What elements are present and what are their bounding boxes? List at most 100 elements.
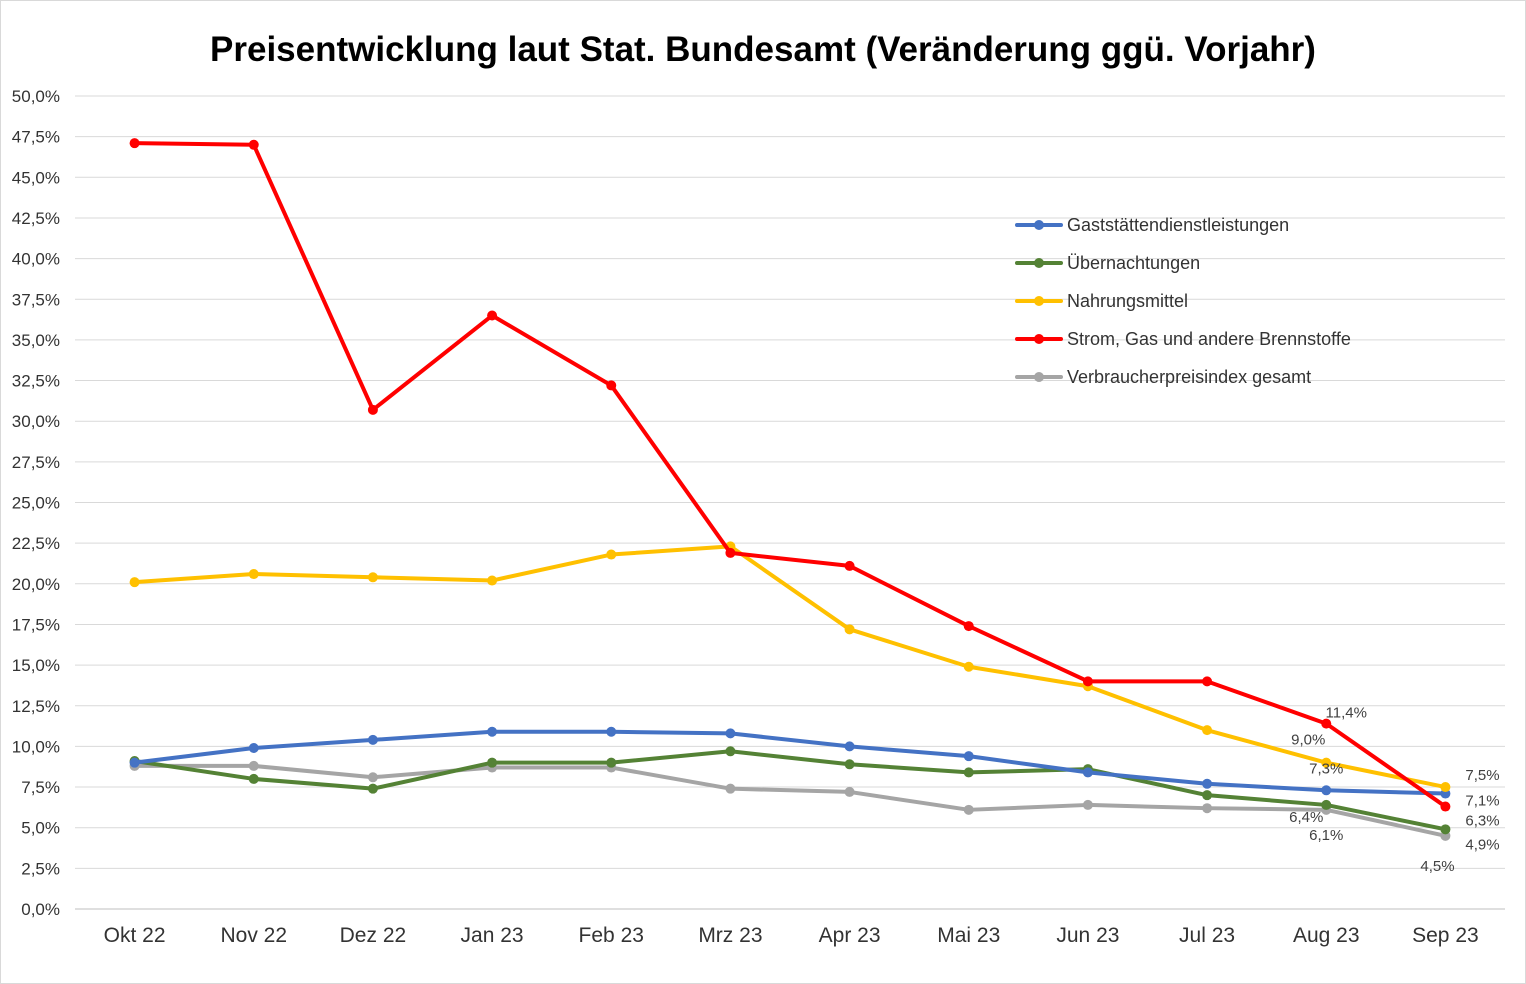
data-labels: 7,3% 7,1% 6,4% 4,9% 9,0% 7,5% 11,4% 6,3% 6,1% 4,5… — [1289, 705, 1499, 875]
data-label: 7,5% — [1465, 767, 1499, 784]
legend-marker — [1034, 372, 1044, 382]
data-point — [606, 757, 617, 768]
legend-marker — [1034, 258, 1044, 268]
data-point — [487, 757, 498, 768]
legend-label: Strom, Gas und andere Brennstoffe — [1067, 329, 1351, 349]
x-tick-label: Jul 23 — [1179, 924, 1235, 947]
data-point — [606, 380, 617, 391]
y-tick-label: 5,0% — [21, 819, 60, 838]
data-point — [487, 575, 498, 586]
y-axis-ticks: 0,0% 2,5% 5,0% 7,5% 10,0% 12,5% 15,0% 17,5% 20,0… — [12, 87, 60, 919]
y-tick-label: 12,5% — [12, 697, 60, 716]
legend: Gaststättendienstleistungen Übernachtunge… — [1015, 215, 1351, 387]
data-point — [963, 751, 974, 762]
data-point — [367, 772, 378, 783]
legend-label: Verbraucherpreisindex gesamt — [1067, 367, 1311, 387]
data-point — [844, 759, 855, 770]
legend-marker — [1034, 220, 1044, 230]
data-point — [129, 138, 140, 149]
data-point — [844, 741, 855, 752]
series-line — [132, 544, 1448, 790]
y-tick-label: 10,0% — [12, 737, 60, 756]
data-point — [248, 760, 259, 771]
data-point — [367, 404, 378, 415]
y-tick-label: 15,0% — [12, 656, 60, 675]
legend-item: Nahrungsmittel — [1015, 291, 1188, 311]
data-point — [844, 786, 855, 797]
y-tick-label: 17,5% — [12, 615, 60, 634]
data-point — [129, 577, 140, 588]
data-label: 11,4% — [1326, 705, 1367, 722]
data-point — [606, 726, 617, 737]
x-tick-label: Jan 23 — [461, 924, 524, 947]
legend-label: Übernachtungen — [1067, 253, 1200, 273]
y-tick-label: 30,0% — [12, 412, 60, 431]
data-label: 7,3% — [1309, 760, 1343, 777]
data-point — [1321, 785, 1332, 796]
legend-item: Übernachtungen — [1015, 253, 1200, 273]
data-point — [844, 624, 855, 635]
data-point — [725, 728, 736, 739]
data-point — [606, 549, 617, 560]
y-tick-label: 47,5% — [12, 128, 60, 147]
data-label: 4,5% — [1420, 858, 1454, 875]
data-point — [1321, 718, 1332, 729]
data-point — [725, 746, 736, 757]
data-label: 4,9% — [1465, 836, 1499, 853]
legend-item: Gaststättendienstleistungen — [1015, 215, 1289, 235]
data-point — [248, 743, 259, 754]
data-point — [1440, 801, 1451, 812]
y-tick-label: 7,5% — [21, 778, 60, 797]
data-point — [248, 569, 259, 580]
x-tick-label: Feb 23 — [579, 924, 644, 947]
data-point — [1321, 757, 1332, 768]
chart-title: Preisentwicklung laut Stat. Bundesamt (V… — [210, 30, 1316, 69]
legend-label: Nahrungsmittel — [1067, 291, 1188, 311]
x-tick-label: Nov 22 — [220, 924, 287, 947]
data-point — [963, 621, 974, 632]
series-line — [132, 749, 1448, 832]
data-point — [1440, 824, 1451, 835]
y-tick-label: 0,0% — [21, 900, 60, 919]
data-point — [129, 757, 140, 768]
y-tick-label: 40,0% — [12, 250, 60, 269]
y-tick-label: 22,5% — [12, 534, 60, 553]
data-label: 9,0% — [1291, 732, 1325, 749]
data-point — [1082, 799, 1093, 810]
x-tick-label: Okt 22 — [104, 924, 166, 947]
x-tick-label: Jun 23 — [1056, 924, 1119, 947]
y-tick-label: 25,0% — [12, 494, 60, 513]
data-point — [963, 804, 974, 815]
data-point — [1202, 725, 1213, 736]
data-point — [725, 547, 736, 558]
data-point — [963, 767, 974, 778]
y-tick-label: 42,5% — [12, 209, 60, 228]
data-point — [725, 783, 736, 794]
x-tick-label: Mrz 23 — [698, 924, 762, 947]
legend-item: Verbraucherpreisindex gesamt — [1015, 367, 1311, 387]
y-tick-label: 20,0% — [12, 575, 60, 594]
data-point — [1082, 676, 1093, 687]
data-point — [248, 773, 259, 784]
series-line — [132, 141, 1448, 809]
y-tick-label: 2,5% — [21, 859, 60, 878]
y-tick-label: 32,5% — [12, 372, 60, 391]
data-label: 6,4% — [1289, 809, 1323, 826]
data-point — [1321, 799, 1332, 810]
data-point — [367, 734, 378, 745]
x-tick-label: Aug 23 — [1293, 924, 1360, 947]
x-tick-label: Sep 23 — [1412, 924, 1479, 947]
data-label: 6,1% — [1309, 827, 1343, 844]
y-tick-label: 27,5% — [12, 453, 60, 472]
data-point — [367, 572, 378, 583]
legend-marker — [1034, 296, 1044, 306]
data-label: 7,1% — [1465, 793, 1499, 810]
data-point — [487, 310, 498, 321]
y-tick-label: 35,0% — [12, 331, 60, 350]
series-lines — [129, 138, 1451, 841]
legend-marker — [1034, 334, 1044, 344]
data-point — [963, 661, 974, 672]
y-tick-label: 45,0% — [12, 168, 60, 187]
series-line — [132, 763, 1448, 838]
